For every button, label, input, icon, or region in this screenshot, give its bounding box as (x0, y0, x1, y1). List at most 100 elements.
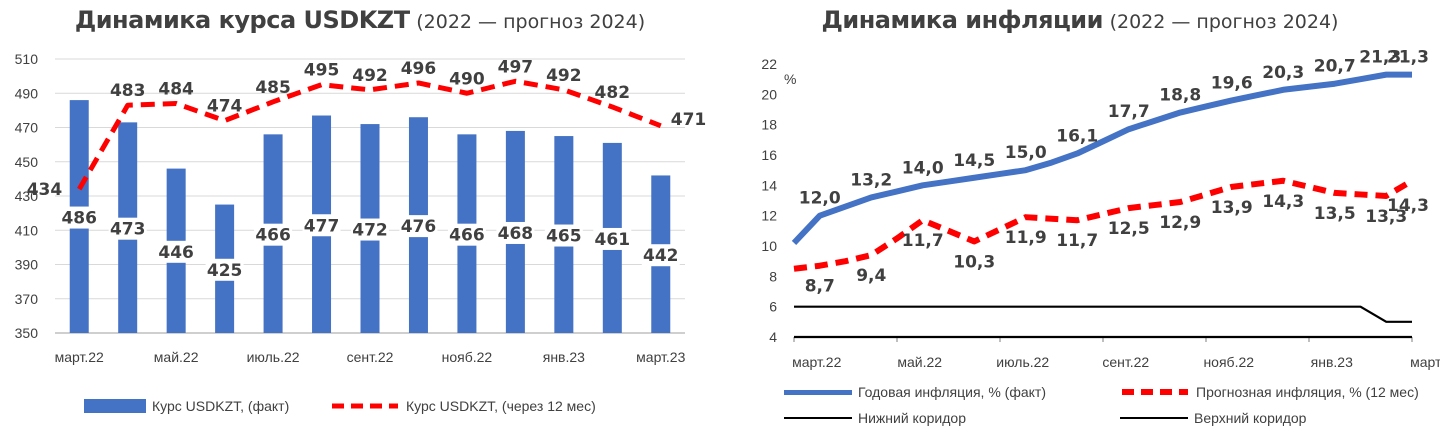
line-data-label: 474 (207, 97, 243, 117)
y-tick-label: 8 (769, 268, 777, 284)
y-tick-label: 430 (15, 188, 39, 204)
bar-label-bg (544, 224, 583, 247)
fact-data-label: 17,7 (1108, 102, 1150, 122)
line-inflation-forecast (793, 177, 1414, 272)
legend-swatch-black-2 (1120, 417, 1188, 419)
x-tick-label: март.23 (636, 349, 685, 365)
legend-label-usd-forecast: Курс USDKZT, (через 12 мес) (406, 398, 596, 414)
x-tick-label: янв.23 (543, 349, 585, 365)
y-tick-label: 14 (761, 177, 777, 193)
bar-label-bg (205, 258, 244, 281)
y-tick-label: 16 (761, 147, 777, 163)
x-tick-label: июль.22 (247, 349, 300, 365)
legend-label-usd-fact: Курс USDKZT, (факт) (152, 398, 290, 414)
bar-label-bg (593, 227, 632, 250)
line-data-label: 496 (401, 59, 437, 79)
line-data-label: 434 (27, 180, 63, 200)
line-data-label: 471 (671, 110, 707, 130)
y-tick-label: 12 (761, 208, 777, 224)
x-tick-label: июль.22 (996, 354, 1049, 370)
forecast-data-label: 11,7 (902, 231, 944, 251)
line-inflation-fact (791, 71, 1412, 246)
x-tick-label: сент.22 (1102, 354, 1149, 370)
fact-data-label: 18,8 (1159, 86, 1201, 106)
bar-label-bg (157, 240, 196, 263)
y-tick-label: 4 (769, 329, 777, 345)
inflation-chart-title: Динамика инфляции (2022 — прогноз 2024) (720, 6, 1440, 35)
legend-item-lower-corridor: Нижний коридор (784, 410, 966, 426)
line-usd-forecast (77, 78, 662, 191)
y-axis-unit: % (784, 71, 796, 87)
bar-label-bg (108, 217, 147, 240)
legend-item-inflation-forecast: Прогнозная инфляция, % (12 мес) (1120, 384, 1419, 400)
bar-data-label: 466 (449, 226, 485, 246)
y-tick-label: 6 (769, 299, 777, 315)
x-tick-label: март.22 (55, 349, 104, 365)
bar-data-label: 486 (61, 209, 97, 229)
bar-data-label: 476 (401, 217, 437, 237)
legend-label-inflation-fact: Годовая инфляция, % (факт) (858, 384, 1046, 400)
bar-label-bg (399, 215, 438, 238)
bar-label-bg (254, 223, 293, 246)
bar-data-label: 468 (498, 224, 534, 244)
legend-label-inflation-forecast: Прогнозная инфляция, % (12 мес) (1196, 384, 1419, 400)
y-tick-label: 18 (761, 117, 777, 133)
x-tick-label: янв.23 (1311, 354, 1353, 370)
bar-label-bg (447, 223, 486, 246)
bar-data-label: 442 (643, 246, 679, 266)
line-data-label: 490 (449, 69, 485, 89)
usdkzt-title-main: Динамика курса USDKZT (74, 6, 410, 34)
legend-item-usd-forecast: Курс USDKZT, (через 12 мес) (330, 398, 596, 414)
legend-item-inflation-fact: Годовая инфляция, % (факт) (784, 384, 1046, 400)
inflation-title-main: Динамика инфляции (821, 6, 1104, 34)
line-data-label: 497 (498, 57, 534, 77)
forecast-data-label: 12,9 (1159, 213, 1201, 233)
line-data-label: 484 (158, 80, 194, 100)
usdkzt-chart: 350 370 390 410 430 450 470 490 510 486 473 446 425 4… (15, 51, 707, 365)
y-tick-label: 490 (15, 85, 39, 101)
y-tick-label: 470 (15, 120, 39, 136)
bar-data-label: 477 (304, 216, 340, 236)
y-tick-label: 510 (15, 51, 39, 67)
line-data-label: 485 (255, 78, 291, 98)
forecast-data-label: 13,5 (1314, 204, 1356, 224)
legend-swatch-solid-blue (784, 389, 852, 395)
legend-label-lower-corridor: Нижний коридор (858, 410, 966, 426)
y-tick-label: 450 (15, 154, 39, 170)
x-tick-label: нояб.22 (1203, 354, 1254, 370)
line-data-label: 492 (352, 66, 388, 86)
forecast-data-label: 12,5 (1108, 219, 1150, 239)
fact-data-label: 20,7 (1314, 57, 1356, 77)
usdkzt-title-sub: (2022 — прогноз 2024) (416, 11, 646, 33)
usdkzt-chart-title: Динамика курса USDKZT (2022 — прогноз 20… (0, 6, 720, 35)
bar-label-bg (351, 218, 389, 241)
bar-label-bg (641, 244, 680, 267)
bar-label-bg (302, 214, 341, 237)
bar-data-label: 446 (158, 243, 194, 263)
fact-data-label: 15,0 (1005, 143, 1047, 163)
forecast-data-label: 14,3 (1387, 196, 1429, 216)
forecast-data-label: 8,7 (805, 277, 835, 297)
fact-data-label: 13,2 (850, 170, 892, 190)
bar-label-bg (496, 221, 535, 244)
line-data-label: 483 (110, 81, 146, 101)
legend-swatch-dashed-red (1122, 389, 1188, 395)
x-tick-label: май.22 (897, 354, 942, 370)
line-lower-corridor (794, 305, 1412, 323)
inflation-title-sub: (2022 — прогноз 2024) (1109, 11, 1339, 33)
forecast-data-label: 9,4 (856, 266, 886, 286)
legend-swatch-dashed (332, 403, 398, 409)
forecast-data-label: 14,3 (1262, 192, 1304, 212)
bar-data-label: 425 (207, 261, 243, 281)
line-data-label: 482 (595, 83, 631, 103)
x-tick-label: сент.22 (347, 349, 394, 365)
x-tick-label: март.23 (1410, 354, 1440, 370)
inflation-chart: 4 6 8 10 12 14 16 18 20 22% март.22 май.22 июль.22 се… (761, 48, 1440, 370)
forecast-data-label: 13,9 (1211, 198, 1253, 218)
x-tick-label: май.22 (154, 349, 199, 365)
forecast-data-label: 13,3 (1365, 207, 1407, 227)
inflation-chart-panel: Динамика инфляции (2022 — прогноз 2024) … (720, 0, 1440, 435)
y-tick-label: 10 (761, 238, 777, 254)
fact-data-label: 21,3 (1387, 48, 1429, 68)
forecast-data-label: 11,7 (1056, 231, 1098, 251)
